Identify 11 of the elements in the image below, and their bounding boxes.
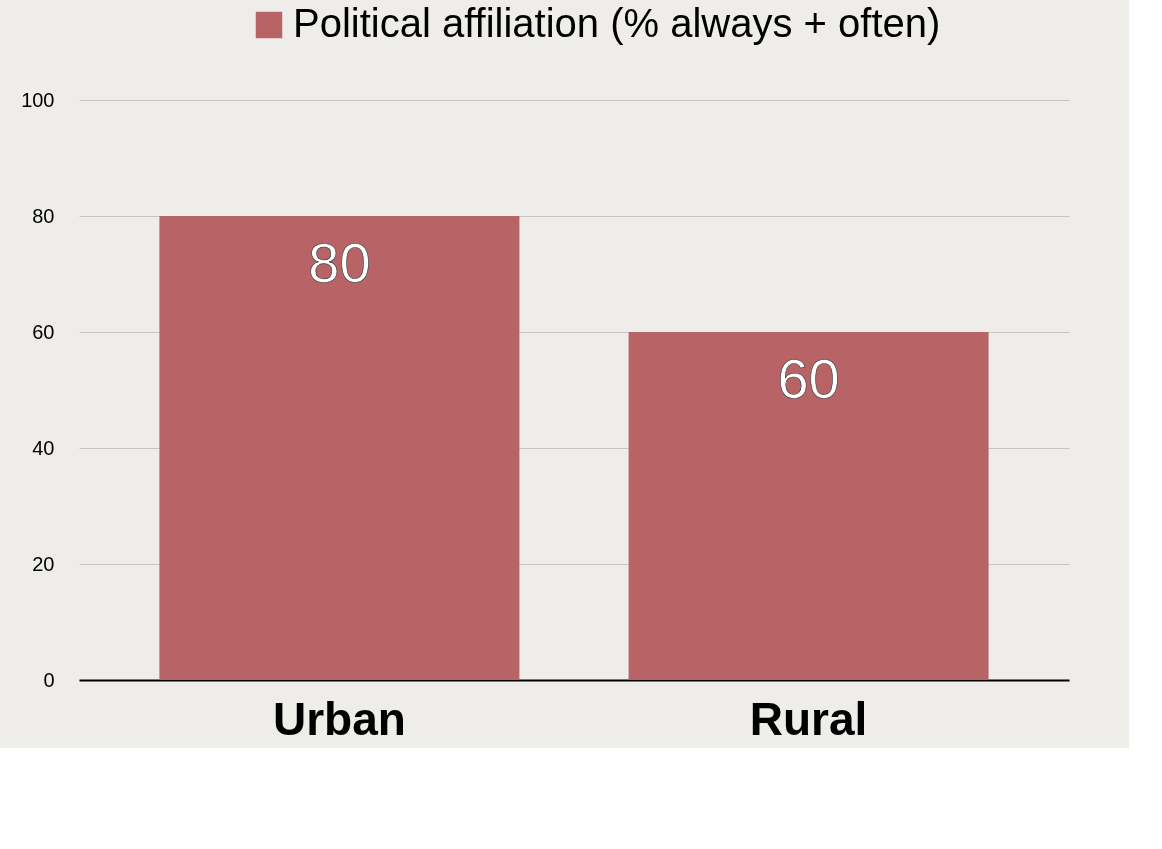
x-tick-label: Urban [272,692,406,745]
legend-label: Political affiliation (% always + often) [293,1,941,45]
x-tick-label: Rural [749,692,868,745]
y-tick-label: 0 [43,668,55,691]
y-tick-label: 60 [32,320,55,343]
data-label: 80 [308,231,371,294]
data-label: 60 [777,347,840,410]
y-tick-label: 100 [21,88,55,111]
y-tick-label: 80 [32,204,55,227]
y-tick-label: 40 [32,436,55,459]
y-tick-label: 20 [32,552,55,575]
